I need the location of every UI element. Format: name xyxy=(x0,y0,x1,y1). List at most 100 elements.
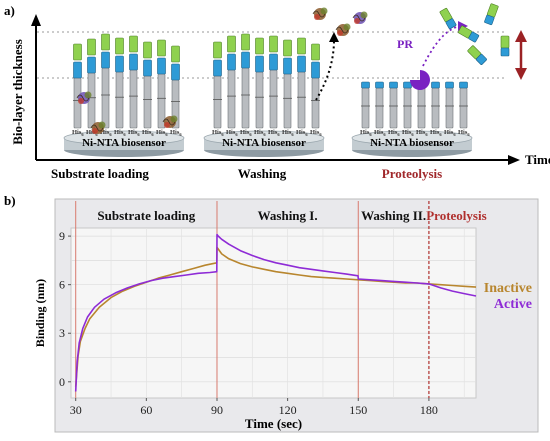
stage-3-his-tag-2: His6 xyxy=(374,129,386,137)
stage-3-construct-1-stalk xyxy=(361,87,370,129)
stage-3-construct-3-stalk xyxy=(389,87,398,129)
stage-1-construct-1-green-domain xyxy=(73,43,82,61)
stage-1-base-top xyxy=(63,130,185,146)
stage-1-his-tag-8: His6 xyxy=(170,129,182,137)
stage-1-his-tag-4: His6 xyxy=(114,129,126,137)
stage-3-construct-2-blue-stub xyxy=(375,81,384,89)
stage-3-construct-4-stalk xyxy=(403,87,412,129)
stage-1-his-tag-7: His6 xyxy=(156,129,168,137)
stage-2-construct-6-stalk xyxy=(283,73,292,129)
stage-3-his-tag-4: His6 xyxy=(402,129,414,137)
stage-3-construct-6-stalk xyxy=(431,87,440,129)
stage-2-his-tag-3: His6 xyxy=(240,129,252,137)
stage-2-base-label: Ni-NTA biosensor xyxy=(222,137,306,149)
panel-b-label: b) xyxy=(4,193,16,208)
x-tick-label: 60 xyxy=(140,403,152,417)
stage-2-construct-5-blue-domain xyxy=(269,53,278,71)
cleaved-fragment-2 xyxy=(457,25,480,43)
stage-3-construct-1-blue-stub xyxy=(361,81,370,89)
stage-3-construct-8-stalk xyxy=(459,87,468,129)
stage-2-construct-2-blue-domain xyxy=(227,53,236,71)
phase-label-2: Washing I. xyxy=(258,208,318,223)
stage-3-base-top xyxy=(351,130,473,146)
stage-2-construct-7-green-domain xyxy=(297,37,306,55)
stage-2-his-tag-2: His6 xyxy=(226,129,238,137)
stage-2-construct-5-stalk xyxy=(269,69,278,129)
stage-3-base-label: Ni-NTA biosensor xyxy=(370,137,454,149)
stage-2-construct-4-green-domain xyxy=(255,37,264,55)
stage-2-his-tag-8: His6 xyxy=(310,129,322,137)
stage-1-construct-6-green-domain xyxy=(143,41,152,59)
stage-1-his-tag-2: His6 xyxy=(86,129,98,137)
stage-1-construct-3-green-domain xyxy=(101,33,110,51)
stage-1-substrate-blob-2 xyxy=(90,121,106,134)
stage-1-construct-5-stalk xyxy=(129,69,138,129)
y-tick-label: 3 xyxy=(59,326,65,340)
release-dotted-arrow xyxy=(315,39,335,101)
stage-3-construct-4-blue-stub xyxy=(403,81,412,89)
stage-1-substrate-blob-1 xyxy=(76,91,92,104)
stage-2-released-blob-2 xyxy=(335,23,351,36)
stage-1-construct-4-stalk xyxy=(115,71,124,129)
stage-3-construct-6-blue-stub xyxy=(431,81,440,89)
y-tick-label: 0 xyxy=(59,375,65,389)
stage-1-caption: Substrate loading xyxy=(51,166,149,181)
stage-3-his-tag-6: His6 xyxy=(430,129,442,137)
stage-1-his-tag-6: His6 xyxy=(142,129,154,137)
stage-1-construct-6-stalk xyxy=(143,75,152,129)
release-arrow-head-icon xyxy=(329,32,339,42)
stage-2-his-tag-6: His6 xyxy=(282,129,294,137)
stage-2-construct-7-blue-domain xyxy=(297,55,306,73)
stage-1-construct-8-blue-domain xyxy=(171,63,180,81)
stage-2-his-tag-4: His6 xyxy=(254,129,266,137)
stage-1-construct-3-stalk xyxy=(101,67,110,129)
plot-area xyxy=(70,227,477,399)
stage-2-his-tag-5: His6 xyxy=(268,129,280,137)
stage-1-construct-8-green-domain xyxy=(171,45,180,63)
panel-a-x-label: Time xyxy=(525,152,550,167)
series-line-active xyxy=(74,233,477,392)
stage-1-construct-2-blue-domain xyxy=(87,56,96,74)
x-tick-label: 150 xyxy=(349,403,367,417)
stage-2-construct-8-green-domain xyxy=(311,43,320,61)
stage-2-construct-6-green-domain xyxy=(283,39,292,57)
stage-1-his-tag-5: His6 xyxy=(128,129,140,137)
stage-substrate-loading: His6 His6 His6 His6 His6 His6 His6 His6 xyxy=(63,33,185,157)
stage-1-construct-4-blue-domain xyxy=(115,55,124,73)
stage-2-construct-1-blue-domain xyxy=(213,59,222,77)
stage-1-construct-4-green-domain xyxy=(115,37,124,55)
phase-label-4: Proteolysis xyxy=(426,208,486,223)
stage-2-construct-4-stalk xyxy=(255,71,264,129)
stage-2-construct-8-stalk xyxy=(311,77,320,129)
stage-1-base-label: Ni-NTA biosensor xyxy=(82,137,166,149)
phase-label-3: Washing II. xyxy=(361,208,426,223)
stage-1-construct-6-blue-domain xyxy=(143,59,152,77)
stage-proteolysis: His6 His6 His6 His6 His6 His6 His6 His6 xyxy=(351,3,510,157)
stage-2-construct-2-green-domain xyxy=(227,35,236,53)
binding-chart: Substrate loading Washing I. Washing II. Pr… xyxy=(33,198,539,433)
stage-1-substrate-blob-3 xyxy=(162,115,178,128)
stage-2-construct-3-stalk xyxy=(241,67,250,129)
panel-a-x-axis-arrow-icon xyxy=(508,155,520,165)
stage-3-construct-2-stalk xyxy=(375,87,384,129)
x-tick-label: 30 xyxy=(70,403,82,417)
stage-1-construct-7-green-domain xyxy=(157,39,166,57)
stage-3-construct-3-blue-stub xyxy=(389,81,398,89)
stage-1-construct-5-blue-domain xyxy=(129,53,138,71)
stage-2-construct-8-blue-domain xyxy=(311,61,320,79)
cleaved-fragment-5 xyxy=(500,35,510,57)
stage-1-construct-2-green-domain xyxy=(87,38,96,56)
thickness-change-arrow-icon xyxy=(515,30,527,80)
stage-3-his-tag-8: His6 xyxy=(458,129,470,137)
stage-2-construct-3-green-domain xyxy=(241,33,250,51)
stage-1-construct-5-green-domain xyxy=(129,35,138,53)
stage-1-construct-1-blue-domain xyxy=(73,61,82,79)
stage-2-released-blob-1 xyxy=(312,7,328,20)
stage-1-his-tag-3: His6 xyxy=(100,129,112,137)
stage-2-construct-6-blue-domain xyxy=(283,57,292,75)
stage-2-construct-1-green-domain xyxy=(213,41,222,59)
stage-3-construct-8-blue-stub xyxy=(459,81,468,89)
